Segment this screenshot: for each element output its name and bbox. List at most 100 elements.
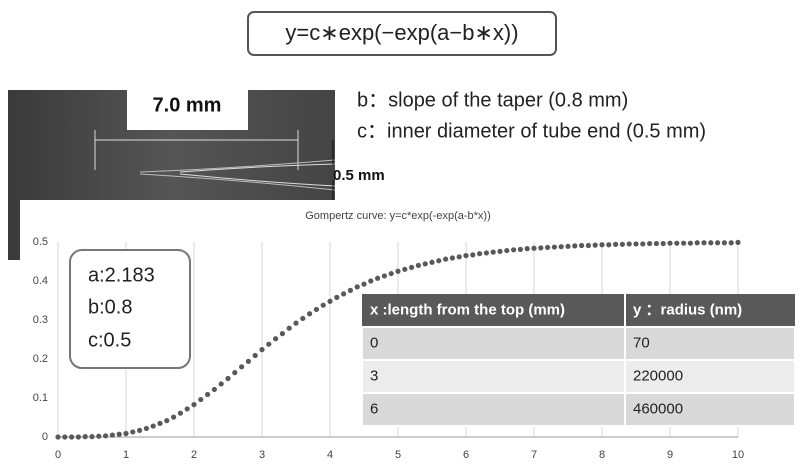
point <box>368 278 373 283</box>
x-tick-label: 1 <box>123 449 129 461</box>
point <box>722 240 727 245</box>
point <box>572 243 577 248</box>
point <box>239 364 244 369</box>
point <box>103 433 108 438</box>
point <box>314 307 319 312</box>
point <box>565 244 570 249</box>
point <box>402 267 407 272</box>
x-tick-label: 9 <box>667 449 673 461</box>
y-tick-label: 0.2 <box>33 353 48 365</box>
point <box>450 255 455 260</box>
point <box>157 421 162 426</box>
table-cell: 6 <box>370 400 378 417</box>
point <box>429 260 434 265</box>
point <box>661 241 666 246</box>
table-header: x :length from the top (mm) <box>370 301 565 318</box>
point <box>701 240 706 245</box>
length-label: 7.0 mm <box>153 94 222 116</box>
point <box>443 257 448 262</box>
point <box>191 402 196 407</box>
point <box>55 434 60 439</box>
y-tick-label: 0.1 <box>33 392 48 404</box>
table-cell: 220000 <box>633 367 683 384</box>
point <box>287 326 292 331</box>
point <box>593 243 598 248</box>
point <box>198 397 203 402</box>
x-tick-label: 4 <box>327 449 333 461</box>
point <box>382 273 387 278</box>
point <box>307 311 312 316</box>
point <box>735 240 740 245</box>
point <box>76 434 81 439</box>
point <box>409 265 414 270</box>
formula: y=c∗exp(−exp(a−b∗x)) <box>285 20 518 45</box>
point <box>620 242 625 247</box>
x-tick-label: 0 <box>55 449 61 461</box>
table-row-bg <box>362 327 795 360</box>
point <box>667 241 672 246</box>
point <box>497 249 502 254</box>
note: b：slope of the taper (0.8 mm) <box>357 89 628 111</box>
point <box>395 269 400 274</box>
point <box>470 252 475 257</box>
point <box>341 291 346 296</box>
point <box>681 241 686 246</box>
figure: y=c∗exp(−exp(a−b∗x)) 7.0 mm 0.5 mm b：slo… <box>0 0 805 469</box>
point <box>579 243 584 248</box>
y-tick-label: 0.3 <box>33 314 48 326</box>
point <box>586 243 591 248</box>
point <box>613 242 618 247</box>
point <box>117 432 122 437</box>
point <box>83 434 88 439</box>
point <box>531 246 536 251</box>
x-tick-label: 5 <box>395 449 401 461</box>
point <box>640 241 645 246</box>
point <box>361 282 366 287</box>
point <box>293 321 298 326</box>
point <box>321 303 326 308</box>
point <box>416 263 421 268</box>
point <box>633 241 638 246</box>
point <box>327 299 332 304</box>
table-cell: 70 <box>633 334 650 351</box>
param: c:0.5 <box>88 329 131 351</box>
point <box>511 247 516 252</box>
point <box>436 258 441 263</box>
table-cell: 0 <box>370 334 378 351</box>
point <box>545 245 550 250</box>
point <box>178 411 183 416</box>
table-header: y ：radius (nm) <box>633 301 742 318</box>
point <box>355 284 360 289</box>
point <box>144 426 149 431</box>
point <box>273 336 278 341</box>
point <box>130 429 135 434</box>
point <box>559 244 564 249</box>
y-tick-label: 0.4 <box>33 275 48 287</box>
point <box>62 434 67 439</box>
point <box>259 347 264 352</box>
point <box>96 434 101 439</box>
point <box>715 240 720 245</box>
point <box>246 359 251 364</box>
x-tick-label: 7 <box>531 449 537 461</box>
table-cell: 3 <box>370 367 378 384</box>
param: a:2.183 <box>88 264 155 286</box>
point <box>375 276 380 281</box>
point <box>729 240 734 245</box>
point <box>552 244 557 249</box>
point <box>627 241 632 246</box>
x-tick-label: 8 <box>599 449 605 461</box>
point <box>110 432 115 437</box>
point <box>171 415 176 420</box>
point <box>89 434 94 439</box>
point <box>457 254 462 259</box>
point <box>205 392 210 397</box>
point <box>232 370 237 375</box>
point <box>654 241 659 246</box>
point <box>606 242 611 247</box>
point <box>674 241 679 246</box>
point <box>280 331 285 336</box>
diameter-label: 0.5 mm <box>333 167 385 184</box>
point <box>695 240 700 245</box>
y-tick-label: 0.5 <box>33 236 48 248</box>
